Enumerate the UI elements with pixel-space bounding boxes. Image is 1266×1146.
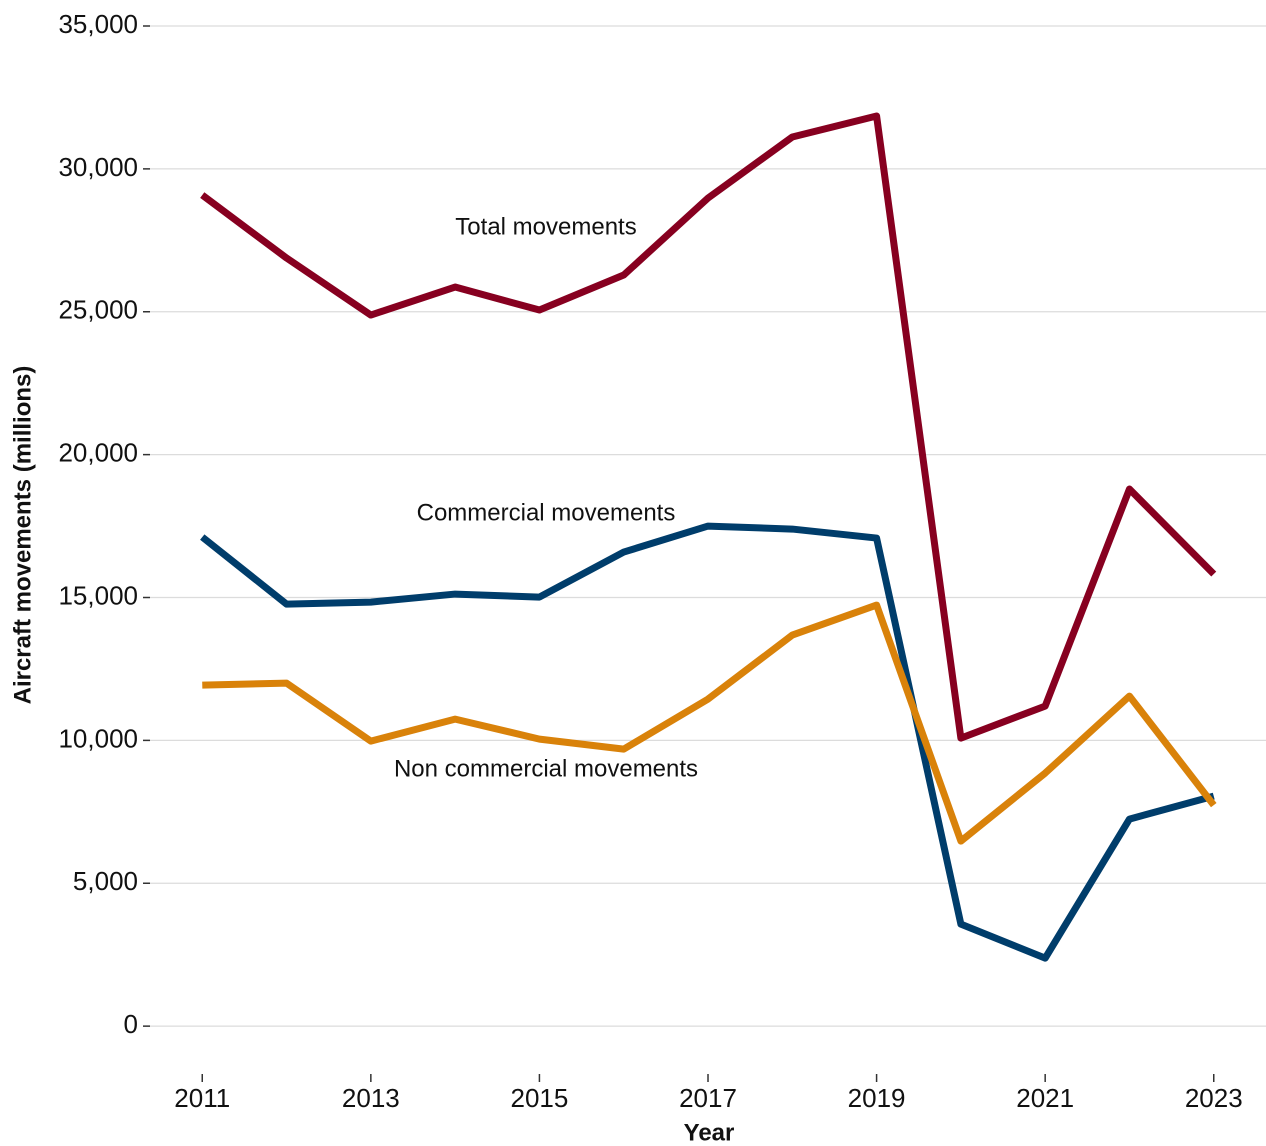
x-tick-label: 2021 — [1016, 1083, 1074, 1113]
x-tick-label: 2023 — [1185, 1083, 1243, 1113]
x-tick-label: 2013 — [342, 1083, 400, 1113]
x-tick-label: 2019 — [848, 1083, 906, 1113]
y-tick-label: 35,000 — [58, 9, 138, 39]
series-label: Commercial movements — [417, 499, 676, 526]
y-tick-label: 25,000 — [58, 295, 138, 325]
series-line — [200, 522, 1215, 962]
x-tick-label: 2015 — [511, 1083, 569, 1113]
y-tick-label: 15,000 — [58, 580, 138, 610]
series-label: Non commercial movements — [394, 755, 698, 782]
series-label: Total movements — [455, 213, 636, 240]
x-tick-label: 2011 — [174, 1083, 230, 1113]
y-tick-label: 20,000 — [58, 438, 138, 468]
x-tick-label: 2017 — [679, 1083, 737, 1113]
y-tick-label: 0 — [124, 1009, 138, 1039]
series-line — [200, 112, 1217, 742]
y-tick-label: 10,000 — [58, 723, 138, 753]
y-tick-label: 5,000 — [73, 866, 138, 896]
series-line — [202, 601, 1217, 845]
y-tick-label: 30,000 — [58, 152, 138, 182]
x-axis-label: Year — [684, 1119, 735, 1146]
y-axis-label: Aircraft movements (millions) — [9, 366, 36, 705]
